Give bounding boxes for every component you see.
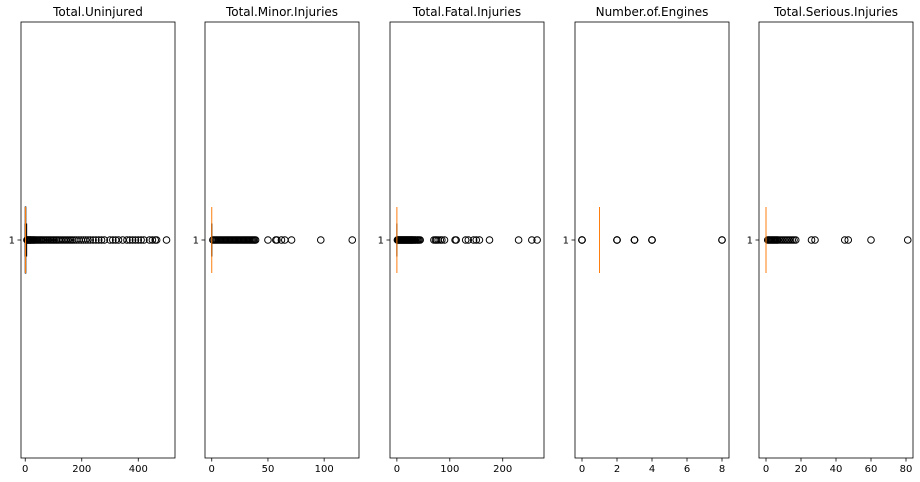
x-tick-label: 2 [614,464,620,475]
outlier-point [903,236,912,244]
x-tick-label: 4 [649,464,655,475]
outlier-point [162,236,171,244]
x-tick-label: 80 [900,464,913,475]
outlier-point [109,236,117,244]
outlier-point [807,236,816,244]
outlier-point [131,236,140,244]
x-tick-label: 400 [129,464,148,475]
x-tick-label: 0 [579,464,585,475]
outlier-point [94,236,103,244]
outlier-point [475,236,484,244]
outlier-point [469,236,478,244]
outlier-point [791,236,800,244]
outlier-point [89,236,97,244]
x-tick-label: 50 [262,464,275,475]
outlier-point [140,236,148,244]
outlier-point [811,236,819,244]
outlier-point [648,236,656,244]
panel-title: Total.Serious.Injuries [773,5,898,19]
outlier-point [316,236,325,244]
outlier-point [514,236,523,244]
panel-title: Total.Uninjured [52,5,143,19]
outlier-point [613,236,621,244]
outlier-point [485,236,494,244]
outlier-point [461,236,470,244]
outlier-point [348,236,357,244]
outlier-point [472,236,481,244]
outlier-point [97,236,106,244]
outlier-point [867,236,875,244]
outlier-point [718,236,726,244]
y-tick-label: 1 [378,236,384,247]
outlier-point [114,236,123,244]
outlier-point [438,236,446,244]
x-tick-label: 0 [763,464,769,475]
outlier-point [528,236,536,244]
outlier-point [134,236,143,244]
outlier-point [630,236,639,244]
x-tick-label: 0 [209,464,215,475]
x-tick-label: 100 [440,464,459,475]
x-tick-label: 0 [22,464,28,475]
outlier-point [106,236,114,244]
x-tick-label: 60 [865,464,878,475]
outlier-point [92,236,100,244]
outlier-point [125,236,134,244]
outlier-point [464,236,473,244]
axes-frame [574,21,730,459]
outlier-point [123,236,131,244]
outlier-point [452,236,460,244]
outlier-point [844,236,853,244]
x-tick-label: 0 [394,464,400,475]
boxplot-panel: Total.Serious.Injuries 1 0 20 40 60 80 [747,5,914,475]
y-tick-label: 1 [9,236,15,247]
boxplot-panel: Number.of.Engines 1 0 2 4 6 8 [563,5,730,475]
y-tick-label: 1 [193,236,199,247]
boxplot-panel: Total.Uninjured 1 0 200 400 [9,5,176,475]
boxplot-panel: Total.Minor.Injuries 1 0 50 100 [193,5,360,475]
panel-title: Total.Minor.Injuries [225,5,338,19]
outlier-point [578,236,586,244]
outlier-point [287,236,296,244]
outlier-point [86,236,95,244]
outlier-point [273,236,281,244]
x-tick-label: 8 [719,464,725,475]
outlier-point [840,236,849,244]
x-tick-label: 100 [315,464,334,475]
y-tick-label: 1 [747,236,753,247]
outlier-point [100,236,109,244]
x-tick-label: 200 [72,464,91,475]
outlier-point [264,236,272,244]
outlier-point [251,236,260,244]
panel-title: Total.Fatal.Injuries [412,5,521,19]
x-tick-label: 40 [830,464,843,475]
outlier-point [440,236,449,244]
outlier-point [416,236,424,244]
outlier-point [533,236,541,244]
boxplot-panel: Total.Fatal.Injuries 1 0 100 200 [378,5,545,475]
panel-title: Number.of.Engines [596,5,709,19]
x-tick-label: 20 [795,464,808,475]
outlier-point [128,236,137,244]
outlier-point [148,236,157,244]
x-tick-label: 200 [493,464,512,475]
x-tick-label: 6 [684,464,690,475]
outlier-point [137,236,145,244]
outlier-point [152,236,161,244]
outlier-point [81,236,90,244]
y-tick-label: 1 [563,236,569,247]
outlier-point [277,236,286,244]
outlier-point [84,236,92,244]
